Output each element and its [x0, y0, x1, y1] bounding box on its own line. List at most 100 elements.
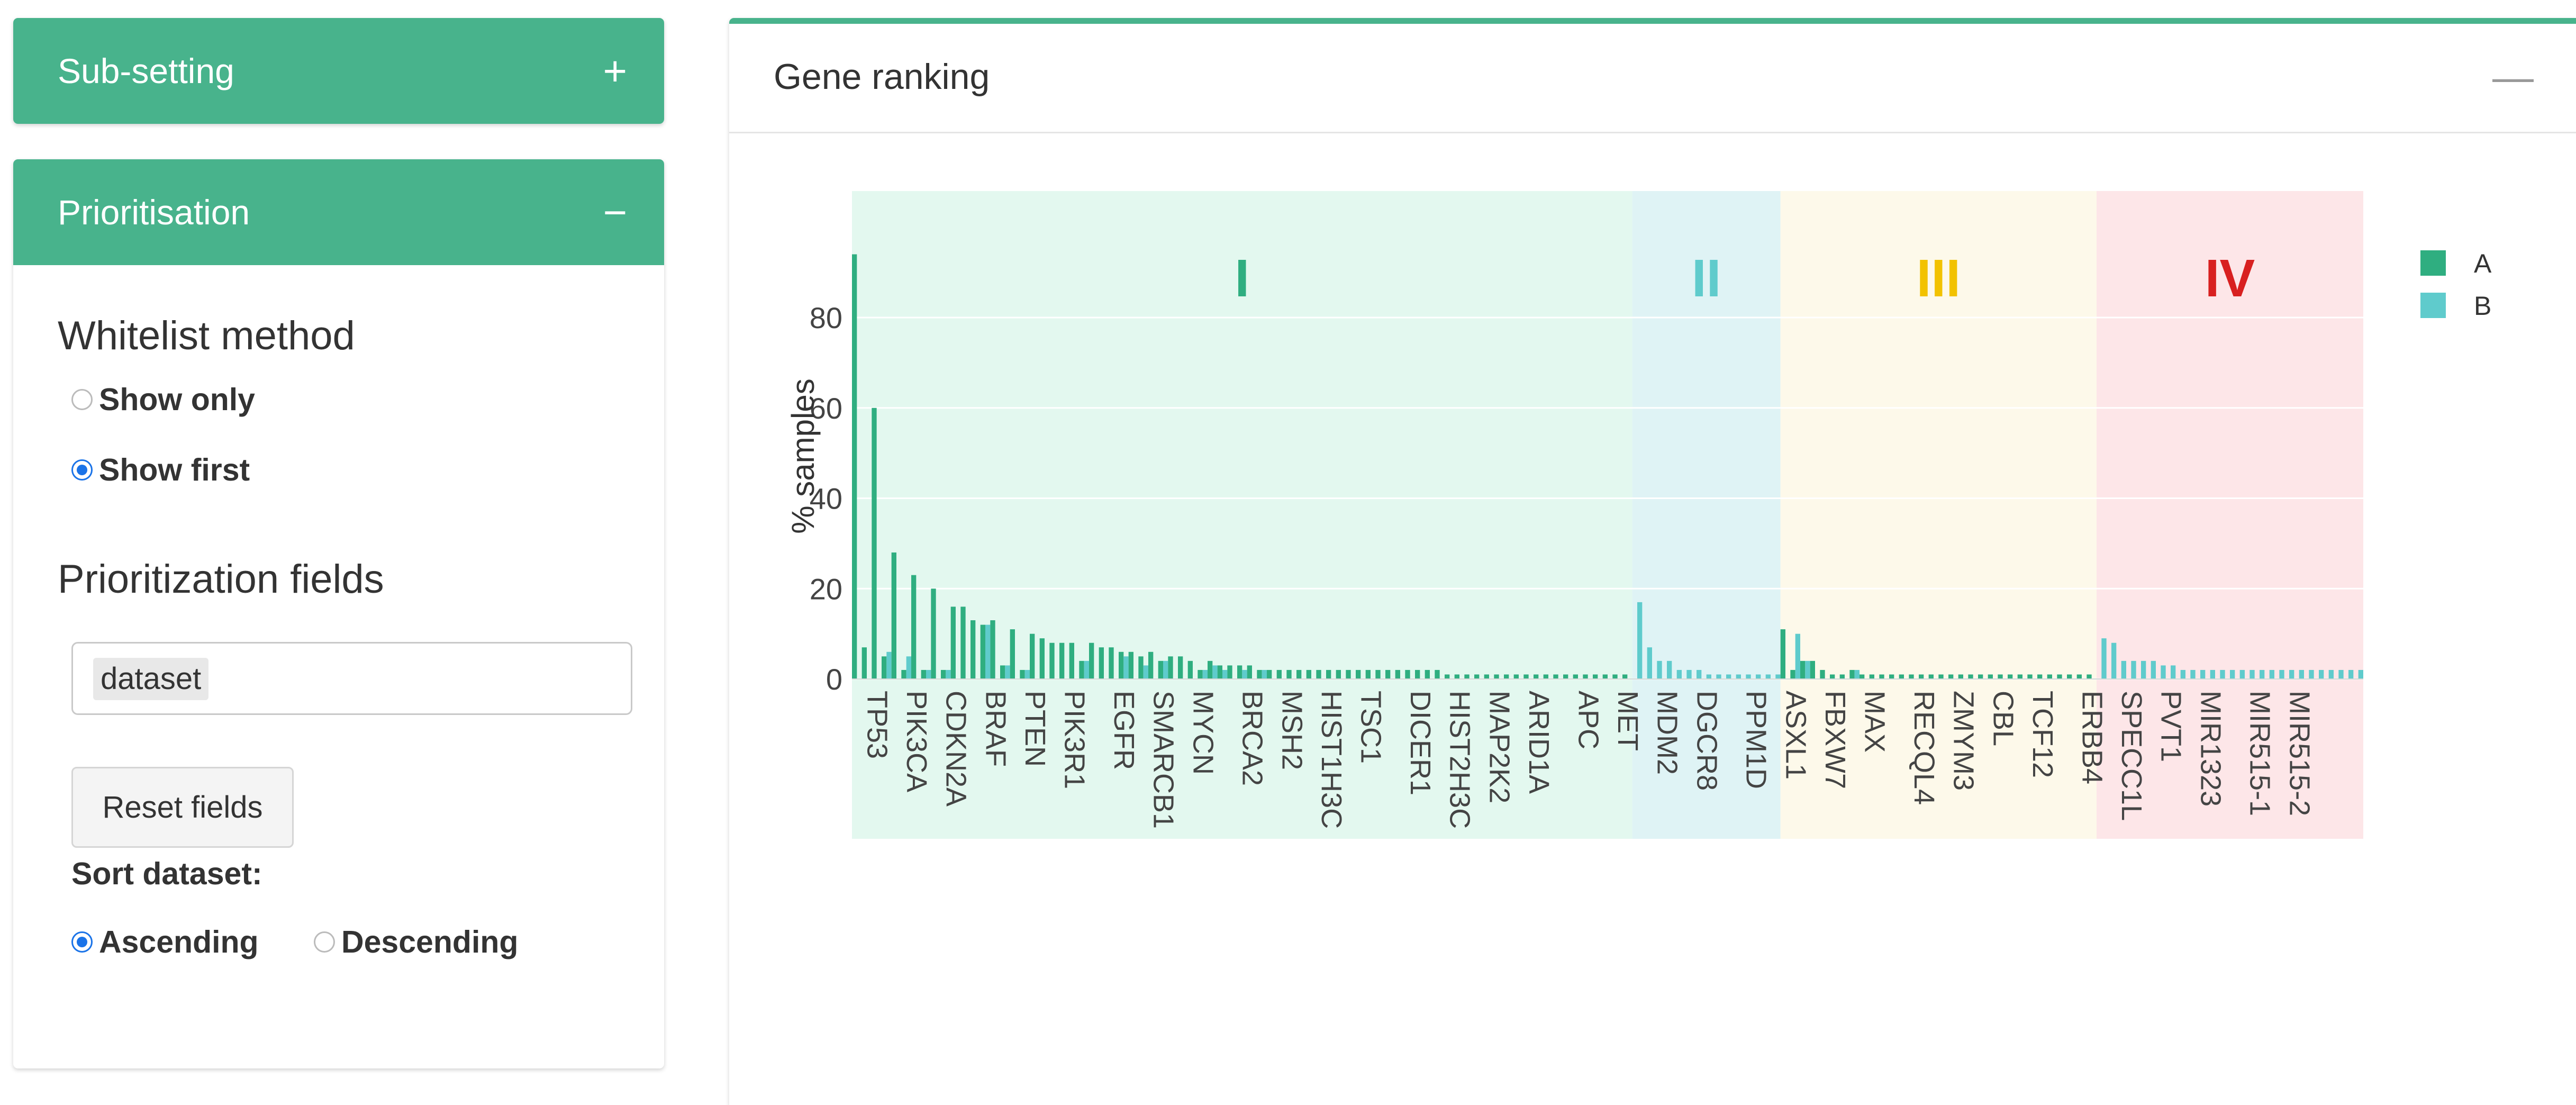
- prioritization-fields-input[interactable]: dataset: [71, 642, 632, 715]
- bar-b: [2289, 669, 2294, 679]
- bar-a: [1849, 669, 1855, 679]
- bar-a: [2047, 674, 2052, 679]
- radio-ascending-circle[interactable]: [71, 931, 93, 953]
- y-tick-label: 20: [810, 572, 842, 605]
- x-tick-label: BRAF: [979, 691, 1011, 767]
- bar-a: [861, 647, 867, 679]
- bar-b: [2190, 669, 2196, 679]
- legend-label-b: B: [2474, 291, 2491, 321]
- bar-b: [2239, 669, 2245, 679]
- bar-a: [1316, 669, 1321, 679]
- bar-a: [1336, 669, 1341, 679]
- bar-b: [2338, 669, 2344, 679]
- radio-descending-circle[interactable]: [314, 931, 335, 953]
- bar-b: [1212, 665, 1218, 679]
- radio-show-only-circle[interactable]: [71, 389, 93, 410]
- bar-a: [1583, 674, 1588, 679]
- bar-a: [1276, 669, 1282, 679]
- bar-b: [2260, 669, 2265, 679]
- bar-b: [1123, 656, 1129, 679]
- bar-a: [1415, 669, 1420, 679]
- radio-show-first-circle[interactable]: [71, 459, 93, 481]
- bar-a: [1445, 674, 1450, 679]
- bar-b: [926, 669, 931, 679]
- subsetting-title: Sub-setting: [58, 51, 234, 90]
- radio-show-first[interactable]: Show first: [71, 452, 250, 488]
- bar-b: [1163, 660, 1168, 679]
- bar-a: [1938, 674, 1944, 679]
- reset-fields-button[interactable]: Reset fields: [71, 767, 294, 848]
- bar-a: [1286, 669, 1292, 679]
- bar-a: [1306, 669, 1311, 679]
- bar-a: [1860, 674, 1865, 679]
- x-tick-label: MDM2: [1652, 691, 1683, 775]
- bar-a: [891, 552, 896, 679]
- bar-b: [2358, 669, 2363, 679]
- radio-descending-label: Descending: [341, 925, 519, 959]
- bar-a: [1988, 674, 1993, 679]
- radio-descending[interactable]: Descending: [314, 924, 518, 960]
- bar-a: [1405, 669, 1410, 679]
- bar-b: [2299, 669, 2304, 679]
- bar-a: [1079, 660, 1084, 679]
- x-tick-label: MYCN: [1187, 691, 1219, 775]
- radio-show-only[interactable]: Show only: [71, 382, 255, 418]
- bar-a: [1602, 674, 1608, 679]
- bar-a: [1998, 674, 2003, 679]
- x-tick-label: TCF12: [2027, 691, 2058, 778]
- bar-a: [1247, 665, 1252, 679]
- x-tick-label: CBL: [1987, 691, 2019, 746]
- tier-ii-background: [1632, 191, 1781, 839]
- tier-label-ii: II: [1692, 249, 1721, 308]
- bar-a: [1899, 674, 1904, 679]
- bar-a: [1909, 674, 1914, 679]
- x-tick-label: EGFR: [1108, 691, 1140, 770]
- bar-a: [2067, 674, 2072, 679]
- x-tick-label: FBXW7: [1819, 691, 1851, 789]
- x-tick-label: SPECC1L: [2116, 691, 2147, 821]
- bar-b: [1084, 660, 1089, 679]
- bar-b: [2171, 665, 2176, 679]
- bar-a: [1593, 674, 1598, 679]
- y-tick-label: 80: [810, 301, 842, 334]
- bar-a: [1474, 674, 1480, 679]
- subsetting-header[interactable]: Sub-setting +: [13, 18, 664, 124]
- bar-a: [1099, 647, 1104, 679]
- bar-a: [1039, 638, 1045, 679]
- expand-icon[interactable]: +: [603, 48, 627, 94]
- bar-a: [1800, 660, 1806, 679]
- bar-a: [1622, 674, 1628, 679]
- legend-swatch-b: [2420, 293, 2446, 318]
- bar-b: [1637, 602, 1643, 679]
- bar-a: [1879, 674, 1884, 679]
- bar-a: [1030, 633, 1035, 679]
- bar-a: [1869, 674, 1874, 679]
- bar-b: [1854, 669, 1860, 679]
- x-tick-label: ERBB4: [2076, 691, 2108, 784]
- bar-a: [1227, 665, 1232, 679]
- field-chip[interactable]: dataset: [93, 658, 209, 700]
- bar-a: [1543, 674, 1548, 679]
- bar-a: [970, 620, 976, 679]
- prioritisation-header[interactable]: Prioritisation −: [13, 159, 664, 265]
- radio-ascending[interactable]: Ascending: [71, 924, 259, 960]
- bar-a: [1119, 651, 1124, 679]
- collapse-icon[interactable]: —: [2492, 53, 2534, 100]
- bar-a: [1928, 674, 1934, 679]
- radio-show-first-label: Show first: [99, 452, 250, 487]
- tier-label-i: I: [1235, 249, 1249, 308]
- bar-a: [1187, 660, 1193, 679]
- collapse-icon[interactable]: −: [603, 189, 627, 236]
- x-tick-label: ASXL1: [1780, 691, 1811, 780]
- bar-b: [1726, 674, 1731, 679]
- bar-b: [1716, 674, 1721, 679]
- x-tick-label: MSH2: [1276, 691, 1308, 770]
- bar-b: [2141, 660, 2146, 679]
- bar-a: [1326, 669, 1331, 679]
- bar-b: [2328, 669, 2334, 679]
- bar-b: [2180, 669, 2185, 679]
- bar-a: [1178, 656, 1183, 679]
- bar-b: [2279, 669, 2284, 679]
- bar-a: [1020, 669, 1025, 679]
- subsetting-box: Sub-setting +: [13, 18, 664, 124]
